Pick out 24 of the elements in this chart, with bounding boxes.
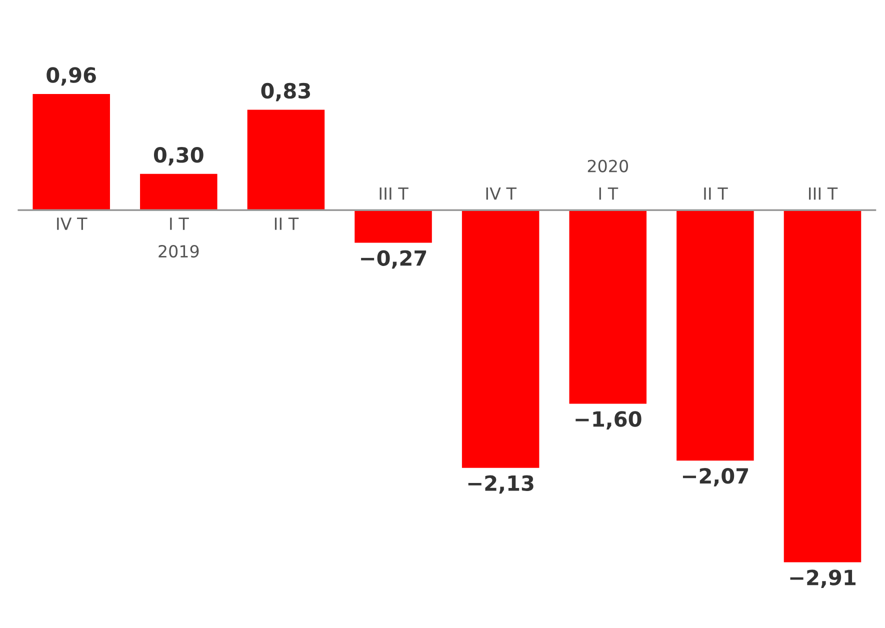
bar xyxy=(32,94,110,210)
bar xyxy=(784,210,862,562)
data-label: −2,07 xyxy=(682,468,748,486)
data-label: −2,91 xyxy=(790,570,856,588)
data-label: 0,30 xyxy=(154,147,204,166)
data-label: −1,60 xyxy=(576,411,642,430)
x-tick-label: I T 2019 xyxy=(158,218,199,258)
x-tick-label: III T xyxy=(809,187,838,200)
bar xyxy=(569,210,647,404)
bar xyxy=(140,174,218,210)
data-label: 0,96 xyxy=(46,67,96,86)
x-tick-label: III T xyxy=(380,187,408,200)
bar xyxy=(354,210,432,243)
x-tick-label: IV T xyxy=(486,187,517,200)
bar xyxy=(676,210,754,461)
bar xyxy=(247,110,325,210)
x-tick-label: IV T xyxy=(57,218,88,230)
x-tick-label: II T xyxy=(704,187,728,200)
data-label: −0,27 xyxy=(361,250,426,269)
data-label: −2,13 xyxy=(468,475,534,494)
bar xyxy=(462,210,540,468)
data-label: 0,83 xyxy=(261,82,310,102)
x-tick-label: II T xyxy=(274,218,299,230)
x-tick-label: 2020 I T xyxy=(588,160,628,200)
